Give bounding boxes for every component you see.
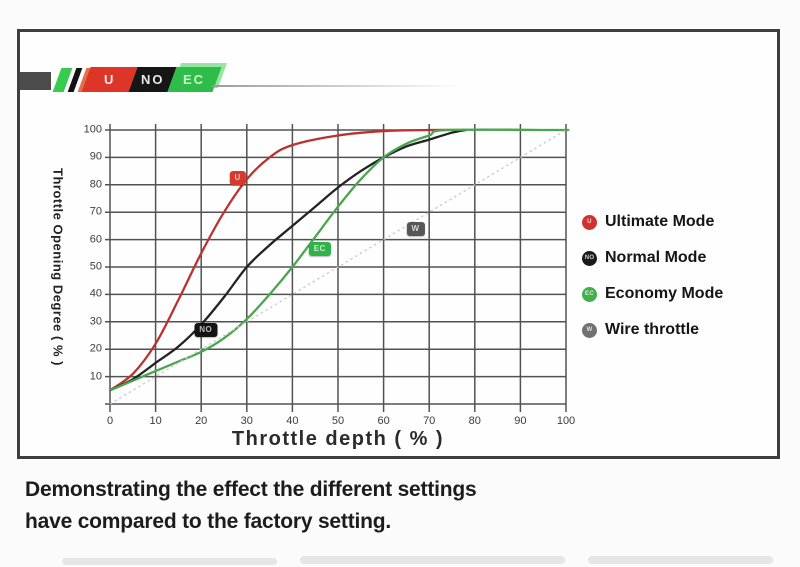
wire-throttle-icon: W (582, 322, 597, 338)
caption-line-1: Demonstrating the effect the different s… (25, 478, 477, 501)
legend-label: Economy Mode (605, 285, 724, 302)
figure-frame (17, 29, 780, 459)
ultimate-mode-icon: U (582, 214, 597, 230)
curve-wire-throttle (109, 129, 567, 405)
x-tick-label: 80 (468, 415, 481, 427)
x-tick-label: 70 (423, 415, 436, 427)
x-tick-label: 30 (240, 415, 253, 427)
x-tick-label: 90 (514, 415, 527, 427)
y-tick-label: 30 (89, 315, 102, 328)
chart-legend: U Ultimate Mode NO Normal Mode EC Econom… (582, 204, 723, 348)
legend-item-wire: W Wire throttle (582, 312, 723, 348)
y-tick-label: 90 (89, 150, 102, 163)
y-tick-label: 100 (83, 123, 102, 136)
x-tick-label: 0 (106, 415, 114, 427)
curve-normal-mode (109, 128, 466, 392)
curve-badge-u: U (229, 170, 246, 185)
cropped-content-artifact (300, 556, 565, 564)
curve-ultimate-mode (109, 128, 466, 392)
y-tick-label: 70 (89, 205, 102, 218)
legend-label: Ultimate Mode (605, 213, 715, 230)
cropped-content-artifact (588, 556, 773, 564)
legend-label: Wire throttle (605, 321, 700, 338)
x-tick-label: 40 (286, 415, 299, 427)
caption-line-2: have compared to the factory setting. (25, 510, 392, 533)
economy-mode-icon: EC (582, 286, 597, 302)
curve-badge-no: NO (194, 323, 218, 338)
figure-caption: Demonstrating the effect the different s… (25, 474, 645, 538)
y-tick-label: 60 (89, 233, 102, 246)
cropped-content-artifact (62, 558, 277, 565)
banner-rule-line (212, 85, 462, 87)
x-tick-label: 20 (195, 415, 208, 427)
x-tick-label: 100 (556, 415, 576, 427)
legend-item-ultimate: U Ultimate Mode (582, 204, 723, 240)
grid-lines (105, 124, 567, 412)
legend-item-normal: NO Normal Mode (582, 240, 723, 276)
x-tick-label: 10 (149, 415, 162, 427)
legend-label: Normal Mode (605, 249, 707, 266)
y-tick-label: 80 (89, 178, 102, 191)
banner-bar (20, 72, 51, 90)
x-tick-label: 60 (377, 415, 390, 427)
x-tick-label: 50 (331, 415, 345, 427)
curve-economy-mode (109, 128, 570, 392)
y-tick-label: 10 (89, 370, 102, 383)
curve-badge-w: W (406, 221, 425, 236)
y-tick-label: 50 (89, 260, 102, 273)
y-tick-label: 20 (89, 342, 102, 355)
normal-mode-icon: NO (582, 250, 597, 266)
legend-item-economy: EC Economy Mode (582, 276, 723, 312)
x-axis-title: Throttle depth ( % ) (231, 428, 445, 450)
y-axis-title: Throttle Opening Degree ( % ) (50, 168, 66, 366)
y-tick-label: 40 (89, 287, 102, 300)
curve-lines (109, 128, 570, 405)
curve-badge-ec: EC (308, 242, 331, 257)
